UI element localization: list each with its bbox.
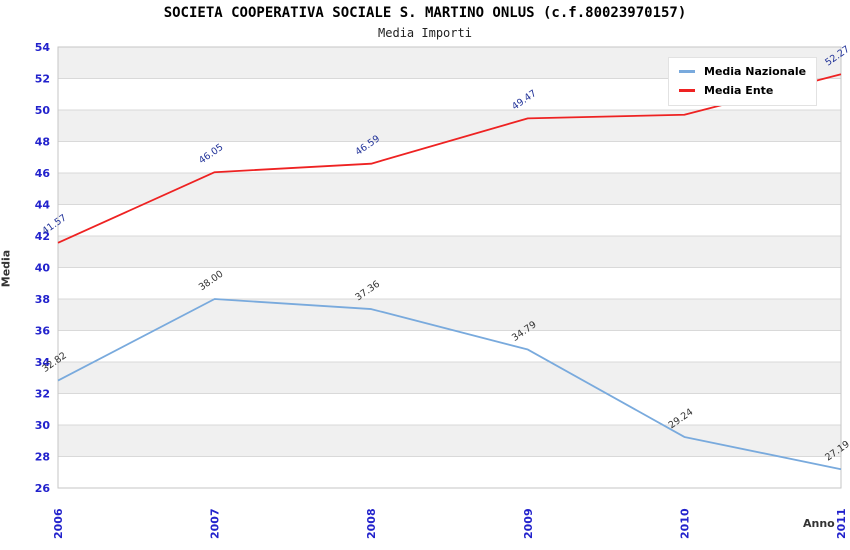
plot-band bbox=[58, 236, 841, 268]
x-tick-label: 2008 bbox=[365, 508, 378, 539]
point-label: 46.05 bbox=[197, 142, 226, 167]
plot-band bbox=[58, 362, 841, 394]
y-tick-label: 44 bbox=[35, 199, 51, 212]
x-tick-label: 2007 bbox=[209, 508, 222, 539]
y-axis-title: Media bbox=[0, 249, 13, 288]
y-tick-label: 46 bbox=[35, 167, 51, 180]
y-tick-label: 28 bbox=[35, 451, 50, 464]
chart-title: SOCIETA COOPERATIVA SOCIALE S. MARTINO O… bbox=[163, 5, 687, 21]
plot-border bbox=[57, 46, 842, 489]
series-line bbox=[57, 73, 842, 244]
legend-swatch-line-icon bbox=[679, 70, 695, 73]
x-tick-label: 2006 bbox=[52, 508, 65, 539]
legend-label: Media Nazionale bbox=[704, 65, 807, 78]
legend-label: Media Ente bbox=[704, 84, 774, 97]
y-tick-label: 40 bbox=[35, 262, 51, 275]
y-tick-label: 38 bbox=[35, 293, 50, 306]
y-tick-label: 48 bbox=[35, 136, 50, 149]
plot-band bbox=[58, 425, 841, 457]
series-line bbox=[57, 298, 842, 471]
x-tick-label: 2011 bbox=[835, 508, 848, 539]
x-tick-label: 2010 bbox=[678, 508, 691, 539]
y-tick-label: 34 bbox=[35, 356, 51, 369]
y-tick-label: 50 bbox=[35, 104, 51, 117]
chart-subtitle: Media Importi bbox=[378, 26, 472, 40]
y-tick-label: 30 bbox=[35, 419, 51, 432]
legend-item-media-nazionale: Media Nazionale bbox=[679, 65, 806, 78]
y-tick-label: 26 bbox=[35, 482, 51, 495]
point-label: 38.00 bbox=[197, 269, 226, 294]
plot-band bbox=[58, 110, 841, 142]
legend: Media Nazionale Media Ente bbox=[668, 57, 818, 106]
y-tick-label: 36 bbox=[35, 325, 51, 338]
x-axis-title: Anno bbox=[803, 517, 835, 530]
x-tick-label: 2009 bbox=[522, 508, 535, 539]
plot-band bbox=[58, 173, 841, 205]
y-tick-label: 32 bbox=[35, 388, 50, 401]
y-tick-label: 42 bbox=[35, 230, 50, 243]
y-tick-label: 54 bbox=[35, 41, 51, 54]
point-label: 41.57 bbox=[40, 212, 69, 237]
point-label: 49.47 bbox=[510, 88, 539, 113]
plot-band bbox=[58, 299, 841, 331]
legend-swatch-line-icon bbox=[679, 89, 695, 92]
legend-item-media-ente: Media Ente bbox=[679, 84, 806, 97]
y-tick-label: 52 bbox=[35, 73, 50, 86]
